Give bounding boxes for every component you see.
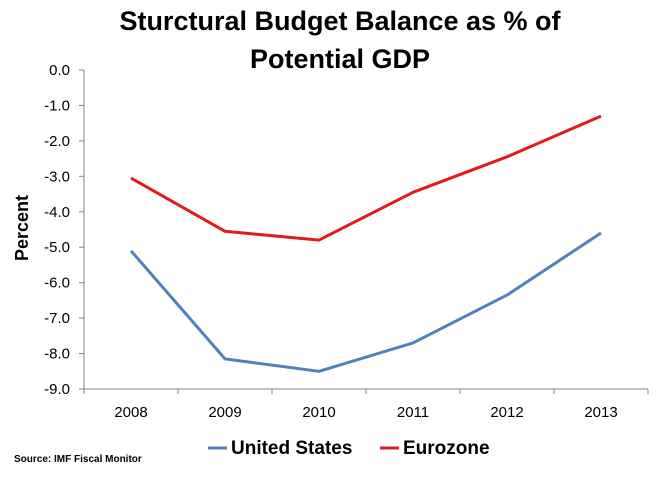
x-tick-label: 2011 [397,404,429,421]
x-tick-label: 2010 [302,404,335,421]
x-tick-label: 2008 [114,404,147,421]
chart-title-line-1: Sturctural Budget Balance as % of [119,6,561,36]
series-line-eurozone [130,114,602,242]
x-tick-label: 2013 [584,404,617,421]
chart-title-line-2: Potential GDP [250,44,430,74]
legend-label-eurozone: Eurozone [403,438,490,459]
y-tick-label: 0.0 [49,62,70,79]
y-tick-label: -5.0 [44,239,70,256]
tick-labels: 0.0 -1.0 -2.0 -3.0 -4.0 -5.0 -6.0 -7.0 -8.0 -9.0 2… [44,62,618,421]
source-note: Source: IMF Fiscal Monitor [14,454,142,465]
y-axis-label: Percent [12,195,32,261]
series-lines [129,114,602,373]
y-tick-label: -1.0 [44,97,70,114]
y-tick-label: -6.0 [44,275,70,292]
y-tick-label: -3.0 [44,168,70,185]
series-line-united-states [129,231,602,373]
legend: United States Eurozone [208,438,490,459]
y-tick-label: -9.0 [44,381,70,398]
x-tick-label: 2012 [490,404,523,421]
y-tick-label: -8.0 [44,346,70,363]
y-tick-label: -2.0 [44,133,70,150]
axes [79,69,649,394]
y-tick-label: -7.0 [44,310,70,327]
legend-label-united-states: United States [231,438,352,459]
y-tick-label: -4.0 [44,204,70,221]
x-tick-label: 2009 [208,404,241,421]
